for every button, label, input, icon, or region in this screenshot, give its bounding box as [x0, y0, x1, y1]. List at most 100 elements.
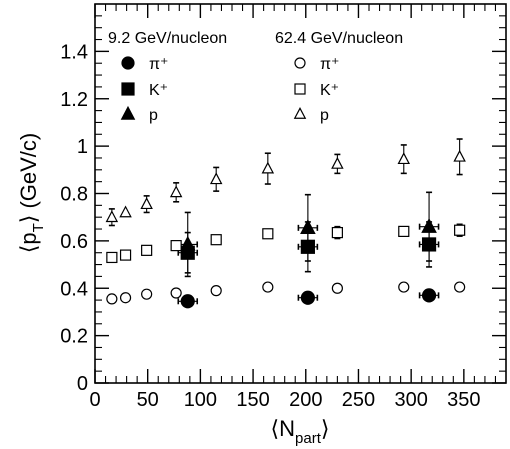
tick-labels: 0 50 100 150 200 250 300 350 0 0.2 0.4 0.6 0.8 1 1.2 1.… [60, 41, 480, 411]
x-tick-label: 50 [137, 389, 159, 411]
marker [106, 293, 118, 305]
data-point-p-62gev [261, 152, 275, 185]
y-tick-label: 1.2 [60, 89, 88, 111]
marker [141, 244, 153, 256]
marker [210, 234, 222, 246]
data-point-pi-62gev [398, 281, 410, 293]
marker [119, 205, 132, 218]
marker [421, 217, 437, 233]
x-axis-title: ⟨Npart⟩ [271, 416, 330, 447]
legend-entry-label: p [320, 107, 329, 124]
marker [119, 249, 132, 261]
data-point-p-62gev [140, 195, 153, 214]
data-point-p-9gev [418, 191, 440, 262]
x-tick-label: 0 [89, 389, 100, 411]
y-tick-label: 0.8 [60, 184, 88, 206]
x-tick-label: 100 [184, 389, 217, 411]
x-tick-label: 250 [342, 389, 375, 411]
marker [300, 290, 315, 305]
marker [170, 287, 182, 299]
data-point-K-62gev [210, 234, 222, 246]
data-point-pi-62gev [141, 288, 153, 300]
marker [454, 224, 466, 236]
x-tick-label: 200 [289, 389, 322, 411]
legend-marker [120, 105, 136, 120]
x-tick-label: 350 [447, 389, 480, 411]
data-point-p-62gev [453, 138, 466, 176]
marker [169, 185, 183, 198]
data-point-pi-62gev [170, 287, 182, 299]
legend-entry-label: p [149, 107, 158, 124]
marker [170, 240, 182, 252]
marker [179, 235, 196, 251]
marker [398, 281, 410, 293]
data-point-pi-62gev [262, 281, 274, 293]
data-point-K-62gev [106, 251, 118, 264]
legend-group-title: 9.2 GeV/nucleon [108, 30, 227, 47]
legend-marker [121, 82, 135, 96]
data-point-pi-62gev [210, 285, 222, 297]
y-tick-label: 0.4 [60, 278, 88, 300]
data-point-pi-62gev [454, 281, 466, 293]
data-point-p-62gev [209, 166, 223, 192]
marker [454, 281, 466, 293]
data-points [105, 138, 466, 309]
marker [209, 172, 223, 185]
marker [331, 156, 344, 169]
data-point-K-62gev [398, 225, 410, 237]
y-tick-label: 1.4 [60, 41, 88, 63]
data-point-pi-9gev [418, 288, 440, 303]
marker [262, 228, 274, 240]
legend: 9.2 GeV/nucleon π⁺ K⁺ p 62.4 GeV/nucleon π⁺ K⁺… [108, 30, 403, 124]
marker [262, 281, 274, 293]
y-axis-title: ⟨pT⟩ (GeV/c) [16, 133, 47, 253]
data-point-p-62gev [105, 208, 119, 227]
y-tick-label: 0.6 [60, 231, 88, 253]
data-point-K-62gev [331, 225, 343, 240]
data-point-p-62gev [119, 205, 132, 218]
marker [180, 294, 195, 309]
y-tick-label: 0 [77, 373, 88, 395]
marker [398, 225, 410, 237]
marker [119, 292, 132, 304]
marker [397, 152, 411, 165]
y-tick-label: 1 [77, 136, 88, 158]
data-point-K-62gev [262, 228, 274, 240]
marker [106, 251, 118, 264]
data-point-pi-9gev [177, 294, 199, 309]
legend-entry-label: K⁺ [320, 82, 339, 99]
legend-entry-label: K⁺ [149, 82, 168, 99]
data-point-p-62gev [169, 182, 183, 203]
data-point-p-62gev [331, 153, 344, 175]
axis-ticks [94, 4, 506, 384]
data-point-pi-62gev [331, 282, 343, 294]
data-point-K-62gev [454, 223, 466, 237]
legend-group-title: 62.4 GeV/nucleon [275, 30, 403, 47]
legend-marker [121, 56, 135, 70]
marker [140, 197, 153, 210]
marker [210, 285, 222, 297]
x-tick-label: 300 [394, 389, 427, 411]
x-tick-label: 150 [236, 389, 269, 411]
marker [331, 282, 343, 294]
legend-marker [294, 57, 306, 69]
data-point-p-62gev [397, 144, 411, 175]
marker [300, 219, 316, 235]
marker [261, 161, 275, 174]
marker [141, 288, 153, 300]
data-point-pi-62gev [119, 292, 132, 304]
y-tick-label: 0.2 [60, 326, 88, 348]
data-point-pi-9gev [297, 290, 319, 305]
marker [453, 149, 466, 162]
data-point-pi-62gev [106, 293, 118, 305]
data-point-p-9gev [177, 211, 199, 278]
data-point-K-62gev [170, 240, 182, 252]
legend-entry-label: π⁺ [149, 56, 168, 73]
legend-marker [293, 107, 307, 119]
legend-entry-label: π⁺ [320, 56, 339, 73]
legend-marker [294, 83, 306, 95]
marker [105, 210, 119, 223]
data-point-K-62gev [119, 249, 132, 261]
data-point-p-9gev [297, 193, 319, 262]
